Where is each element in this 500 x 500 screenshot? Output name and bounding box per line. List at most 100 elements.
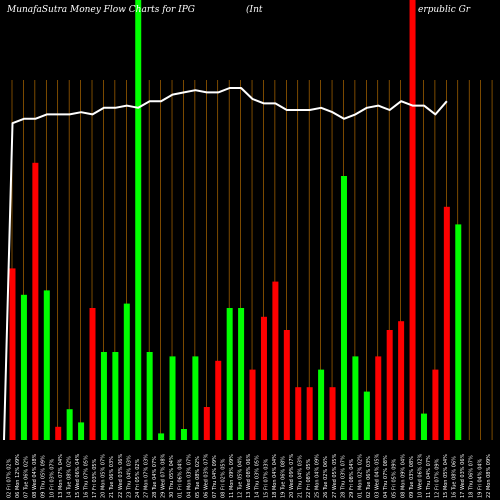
bars: [9, 0, 462, 441]
x-tick-label: 13 Wed 08% 06%: [246, 453, 252, 498]
money-flow-bar: [89, 308, 96, 440]
x-tick-label: 02 Tue 06% 03%: [366, 456, 372, 498]
money-flow-bar: [409, 0, 416, 440]
money-flow-bar: [318, 369, 325, 440]
money-flow-bar: [375, 356, 382, 440]
money-flow-bar: [215, 360, 222, 440]
money-flow-bar: [398, 321, 405, 440]
money-flow-bar: [340, 176, 347, 440]
money-flow-bar: [100, 352, 107, 440]
money-flow-bar: [180, 429, 187, 440]
x-tick-label: 12 Tue 05% 04%: [238, 456, 244, 498]
flow-line: [3, 87, 448, 441]
x-tick-label: 06 Mon 12% 09%: [15, 454, 21, 498]
money-flow-bar: [329, 387, 336, 440]
x-tick-label: 07 Tue 06% 02%: [24, 456, 30, 498]
x-tick-label: 10 Fri 03% 07%: [49, 458, 55, 498]
x-tick-label: 19 Fri 04% 04%: [477, 458, 483, 498]
money-flow-bar: [43, 290, 50, 440]
money-flow-bar: [432, 369, 439, 440]
x-tick-label: 17 Fri 03% 05%: [92, 458, 98, 498]
x-tick-label: 30 Thu 05% 04%: [169, 455, 175, 498]
money-flow-bar: [260, 316, 267, 440]
chart-title-company-b: erpublic Gr: [418, 5, 471, 15]
money-flow-bar: [78, 422, 85, 440]
x-tick-label: 23 Thu 04% 03%: [126, 455, 132, 498]
x-tick-label: 08 Fri 02% 05%: [221, 458, 227, 498]
x-tick-label: 22 Fri 08% 05%: [306, 458, 312, 498]
money-flow-bar: [455, 224, 462, 440]
x-tick-label: 14 Thu 03% 05%: [255, 455, 261, 498]
money-flow-bar: [386, 330, 393, 440]
x-tick-label: 08 Wed 04% 08%: [32, 453, 38, 498]
x-tick-label: 20 Wed 09% 07%: [289, 453, 295, 498]
money-flow-bar: [123, 303, 130, 440]
x-tick-label: 15 Wed 06% 04%: [75, 453, 81, 498]
x-tick-label: 28 Thu 03% 07%: [340, 455, 346, 498]
money-flow-bar: [443, 206, 450, 440]
x-tick-label: 11 Thu 04% 07%: [426, 455, 432, 498]
money-flow-bar: [55, 426, 62, 440]
x-tick-labels: 02 Fri 07% 02% 06 Mon 12% 09% 07 Tue 06% 0…: [7, 453, 492, 498]
x-tick-label: 01 Fri 06% 04%: [178, 458, 184, 498]
money-flow-bar: [226, 308, 233, 440]
x-tick-label: 18 Mon 04% 04%: [272, 454, 278, 498]
x-tick-label: 08 Mon 09% 04%: [400, 454, 406, 498]
x-tick-label: 06 Wed 03% 07%: [203, 453, 209, 498]
x-tick-label: 25 Mon 04% 09%: [315, 454, 321, 498]
money-flow-bar: [363, 391, 370, 440]
x-tick-label: 12 Fri 07% 09%: [435, 458, 441, 498]
x-tick-label: 16 Tue 08% 06%: [452, 456, 458, 498]
money-flow-bar: [203, 407, 210, 440]
x-tick-label: 01 Mon 02% 02%: [357, 454, 363, 498]
x-tick-label: 27 Wed 05% 05%: [332, 453, 338, 498]
x-tick-label: 09 Tue 03% 08%: [409, 456, 415, 498]
x-tick-label: 26 Tue 02% 06%: [323, 456, 329, 498]
x-tick-label: 15 Fri 07% 03%: [263, 458, 269, 498]
x-tick-label: 09 Thu 05% 09%: [41, 455, 47, 498]
x-tick-label: 28 Tue 04% 07%: [152, 456, 158, 498]
money-flow-bar: [9, 268, 16, 440]
x-tick-label: 17 Wed 03% 06%: [460, 453, 466, 498]
x-tick-label: 15 Mon 05% 04%: [443, 454, 449, 498]
money-flow-bar: [306, 387, 313, 440]
x-tick-label: 03 Wed 04% 05%: [375, 453, 381, 498]
x-tick-label: 13 Mon 07% 04%: [58, 454, 64, 498]
money-flow-bar: [66, 409, 73, 440]
money-flow-bar: [352, 356, 359, 440]
x-tick-label: 16 Thu 07% 05%: [84, 455, 90, 498]
x-tick-label: 04 Thu 07% 08%: [383, 455, 389, 498]
money-flow-bar: [420, 413, 427, 440]
chart-title-company-a: (Int: [246, 4, 263, 15]
x-tick-label: 05 Fri 05% 09%: [392, 458, 398, 498]
x-tick-label: 05 Tue 08% 02%: [195, 456, 201, 498]
flow-line-group: [3, 87, 448, 441]
x-tick-label: 22 Mon 08% 09%: [486, 454, 492, 498]
x-tick-label: 21 Tue 06% 03%: [109, 456, 115, 498]
x-tick-label: 04 Mon 03% 07%: [186, 454, 192, 498]
money-flow-bar: [283, 330, 290, 440]
x-tick-label: 24 Fri 05% 02%: [135, 458, 141, 498]
money-flow-bar: [249, 369, 256, 440]
x-tick-label: 21 Thu 04% 03%: [298, 455, 304, 498]
money-flow-bar: [158, 433, 165, 440]
x-tick-label: 02 Fri 07% 02%: [7, 458, 13, 498]
money-flow-bar: [135, 0, 142, 440]
money-flow-bar: [295, 387, 302, 440]
x-tick-label: 27 Mon 07% 03%: [143, 454, 149, 498]
x-tick-label: 14 Tue 08% 02%: [66, 456, 72, 498]
x-tick-label: 29 Wed 07% 08%: [161, 453, 167, 498]
money-flow-bar: [192, 356, 199, 440]
x-tick-label: 22 Wed 03% 06%: [118, 453, 124, 498]
x-tick-label: 18 Thu 06% 07%: [469, 455, 475, 498]
money-flow-bar: [146, 352, 153, 440]
money-flow-bar: [238, 308, 245, 440]
money-flow-bar: [169, 356, 176, 440]
money-flow-bar: [20, 294, 27, 440]
money-flow-bar: [112, 352, 119, 440]
x-tick-label: 29 Fri 08% 04%: [349, 458, 355, 498]
x-tick-label: 20 Mon 05% 07%: [101, 454, 107, 498]
x-tick-label: 11 Mon 09% 09%: [229, 454, 235, 498]
chart-title: MunafaSutra Money Flow Charts for IPG: [6, 5, 195, 15]
